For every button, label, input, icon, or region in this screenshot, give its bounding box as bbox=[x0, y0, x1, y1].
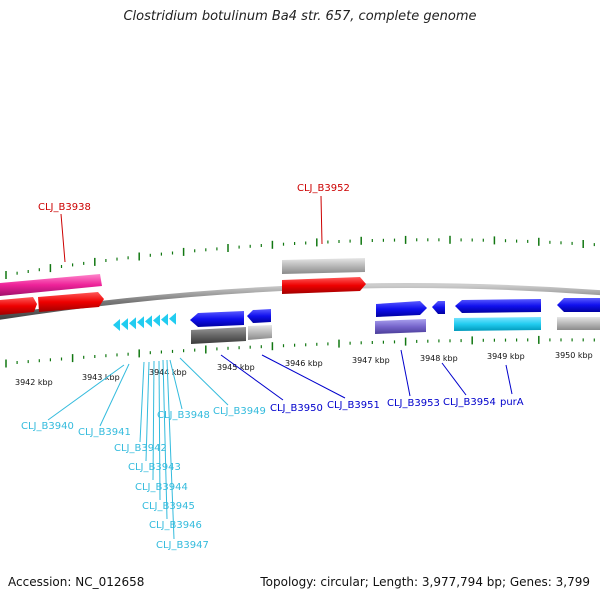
gene-label-clj-b3938[interactable]: CLJ_B3938 bbox=[38, 202, 91, 213]
gene-label-clj-b3945[interactable]: CLJ_B3945 bbox=[142, 501, 195, 512]
topology-text: Topology: circular; Length: 3,977,794 bp… bbox=[260, 575, 590, 589]
gene-clj-b3952-gray-feature[interactable] bbox=[282, 258, 365, 274]
scale-label: 3949 kbp bbox=[487, 352, 525, 361]
gene-label-clj-b3941[interactable]: CLJ_B3941 bbox=[78, 427, 131, 438]
gene-cyan-feature[interactable] bbox=[454, 317, 541, 331]
gene-labels: CLJ_B3938 CLJ_B3952 CLJ_B3940 CLJ_B3941 … bbox=[21, 183, 524, 551]
scale-label: 3945 kbp bbox=[217, 363, 255, 372]
gene-clj-b3953-feature[interactable] bbox=[376, 301, 427, 317]
gene-label-clj-b3943[interactable]: CLJ_B3943 bbox=[128, 462, 181, 473]
gene-clj-b3951-feature[interactable] bbox=[247, 309, 271, 323]
gene-label-clj-b3940[interactable]: CLJ_B3940 bbox=[21, 421, 74, 432]
scale-label: 3950 kbp bbox=[555, 351, 593, 360]
gene-purple-feature[interactable] bbox=[375, 319, 426, 334]
gene-label-clj-b3947[interactable]: CLJ_B3947 bbox=[156, 540, 209, 551]
map-title: Clostridium botulinum Ba4 str. 657, comp… bbox=[123, 9, 477, 24]
gene-label-clj-b3951[interactable]: CLJ_B3951 bbox=[327, 400, 380, 411]
gene-label-clj-b3952[interactable]: CLJ_B3952 bbox=[297, 183, 350, 194]
gene-label-clj-b3953[interactable]: CLJ_B3953 bbox=[387, 398, 440, 409]
leader-lines bbox=[47, 195, 513, 540]
reverse-gene-arrow[interactable] bbox=[161, 313, 168, 326]
scale-label: 3943 kbp bbox=[82, 373, 120, 382]
scale-label: 3948 kbp bbox=[420, 354, 458, 363]
gene-clj-b3950-feature[interactable] bbox=[190, 311, 244, 327]
gene-label-clj-b3949[interactable]: CLJ_B3949 bbox=[213, 406, 266, 417]
scale-label: 3947 kbp bbox=[352, 356, 390, 365]
accession-text: Accession: NC_012658 bbox=[8, 575, 145, 589]
gene-clj-b3954-feature[interactable] bbox=[455, 299, 541, 313]
gene-label-clj-b3946[interactable]: CLJ_B3946 bbox=[149, 520, 202, 531]
gene-red-arrow-2[interactable] bbox=[38, 292, 104, 312]
reverse-gene-arrow[interactable] bbox=[129, 317, 136, 330]
gene-label-clj-b3948[interactable]: CLJ_B3948 bbox=[157, 410, 210, 421]
outer-scale-ticks bbox=[5, 235, 595, 279]
gene-label-clj-b3942[interactable]: CLJ_B3942 bbox=[114, 443, 167, 454]
reverse-gene-arrow[interactable] bbox=[113, 319, 120, 331]
scale-label: 3942 kbp bbox=[15, 378, 53, 387]
gene-clj-b3938-feature[interactable] bbox=[0, 274, 102, 296]
gene-label-clj-b3954[interactable]: CLJ_B3954 bbox=[443, 397, 496, 408]
gene-gray-right-feature[interactable] bbox=[557, 317, 600, 330]
gene-light-gray-feature[interactable] bbox=[248, 325, 272, 340]
reverse-gene-arrow[interactable] bbox=[153, 314, 160, 327]
gene-clj-b3952-feature[interactable] bbox=[282, 277, 366, 294]
gene-dark-gray-feature[interactable] bbox=[191, 327, 246, 344]
gene-label-clj-b3950[interactable]: CLJ_B3950 bbox=[270, 403, 323, 414]
reverse-gene-arrow[interactable] bbox=[169, 312, 176, 325]
reverse-gene-arrow[interactable] bbox=[121, 318, 128, 331]
scale-label: 3946 kbp bbox=[285, 359, 323, 368]
gene-small-blue-feature[interactable] bbox=[432, 301, 445, 314]
gene-pura-feature[interactable] bbox=[557, 298, 600, 312]
gene-label-pura[interactable]: purA bbox=[500, 397, 524, 408]
reverse-gene-cluster bbox=[113, 312, 176, 331]
reverse-gene-arrow[interactable] bbox=[137, 316, 144, 329]
reverse-gene-arrow[interactable] bbox=[145, 315, 152, 328]
inner-scale-ticks bbox=[5, 335, 595, 368]
gene-label-clj-b3944[interactable]: CLJ_B3944 bbox=[135, 482, 188, 493]
gene-red-arrow-1[interactable] bbox=[0, 297, 37, 315]
